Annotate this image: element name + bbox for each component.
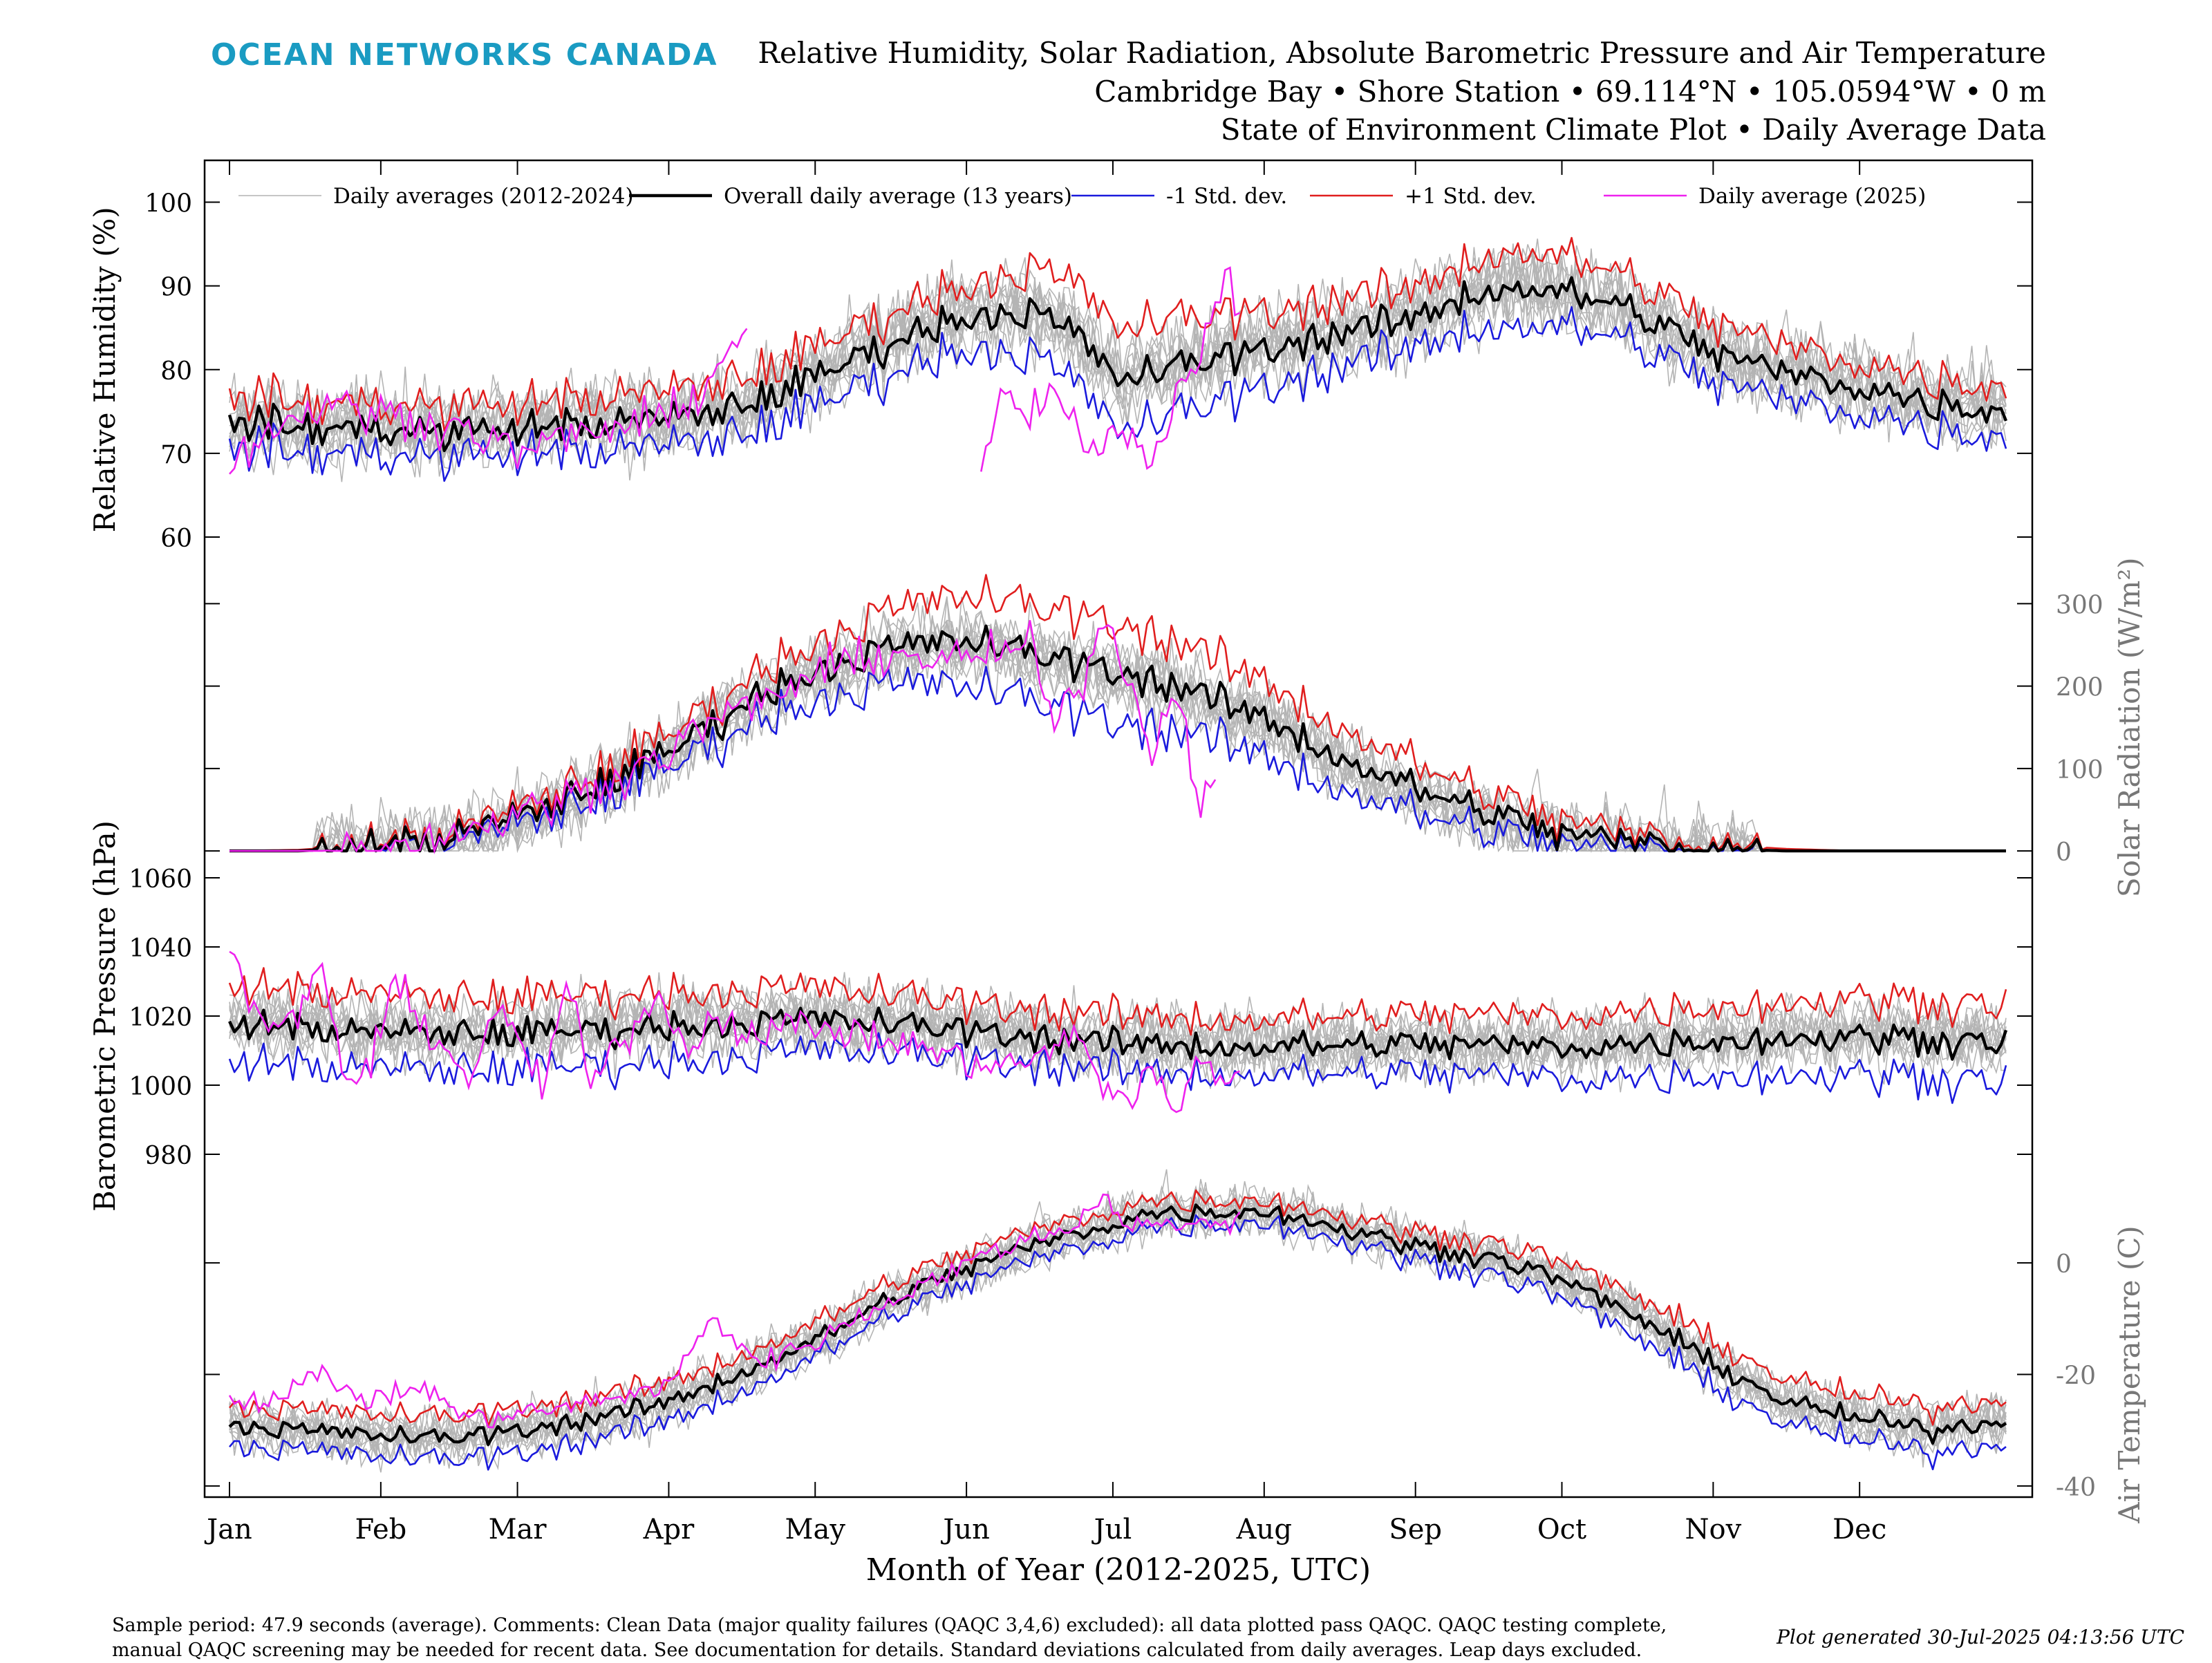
y-tick-label-humidity: 80	[160, 357, 192, 386]
chart-subtitle-location: Cambridge Bay • Shore Station • 69.114°N…	[1094, 75, 2046, 109]
series-line-plus-sd-humidity	[228, 236, 2007, 432]
series-line-yearly-temperature	[229, 1194, 2007, 1468]
y-tick-label-solar: 100	[2056, 756, 2103, 784]
y-tick-label-solar: 0	[2056, 838, 2072, 867]
y-tick-label-solar: 200	[2056, 674, 2103, 702]
series-line-mean-solar	[229, 624, 2006, 853]
y-axis-label-humidity: Relative Humidity (%)	[88, 207, 122, 532]
series-line-minus-sd-temperature	[229, 1214, 2007, 1471]
series-line-yearly-solar	[229, 596, 2006, 853]
series-line-yearly-pressure	[229, 988, 2007, 1078]
x-tick-label: Feb	[355, 1514, 406, 1545]
x-tick-label: Aug	[1236, 1514, 1292, 1545]
x-tick-label: Mar	[489, 1514, 547, 1545]
legend-label-plus_sd: +1 Std. dev.	[1405, 184, 1537, 209]
y-tick-label-humidity: 90	[160, 274, 192, 302]
series-line-plus-sd-pressure	[228, 967, 2007, 1036]
legend-label-mean: Overall daily average (13 years)	[724, 184, 1072, 209]
x-tick-label: Nov	[1685, 1514, 1742, 1545]
y-axis-label-pressure: Barometric Pressure (hPa)	[88, 820, 122, 1212]
y-tick-label-solar: 300	[2056, 591, 2103, 619]
y-tick-label-humidity: 60	[160, 525, 192, 553]
y-axis-label-temperature: Air Temperature (C)	[2112, 1225, 2146, 1524]
panel-humidity	[227, 236, 2008, 482]
footer-comments: Sample period: 47.9 seconds (average). C…	[112, 1615, 1667, 1661]
y-tick-label-temperature: 0	[2056, 1250, 2072, 1279]
series-line-yearly-humidity	[229, 252, 2007, 473]
panel-temperature	[228, 1169, 2007, 1473]
series-line-current-pressure	[229, 950, 1240, 1114]
y-tick-label-pressure: 1040	[129, 934, 192, 963]
series-line-yearly-solar	[229, 596, 2006, 852]
series-line-yearly-humidity	[229, 256, 2007, 482]
y-tick-label-pressure: 1060	[129, 865, 192, 894]
series-line-yearly-solar	[229, 596, 2006, 853]
series-line-yearly-pressure	[229, 987, 2007, 1086]
legend-label-minus_sd: -1 Std. dev.	[1166, 184, 1287, 209]
brand-logo-text: OCEAN NETWORKS CANADA	[211, 37, 718, 73]
y-tick-label-humidity: 100	[144, 190, 192, 218]
series-line-yearly-humidity	[229, 256, 2007, 481]
y-tick-label-pressure: 1020	[129, 1004, 192, 1032]
series-line-current-temperature	[228, 1193, 1241, 1429]
chart-title: Relative Humidity, Solar Radiation, Abso…	[758, 36, 2046, 70]
x-tick-label: Sep	[1389, 1514, 1442, 1545]
x-tick-label: Jan	[204, 1514, 252, 1545]
y-tick-label-temperature: -40	[2056, 1474, 2096, 1502]
x-tick-label: May	[785, 1514, 846, 1545]
x-tick-label: Oct	[1537, 1514, 1586, 1545]
y-axis-label-solar: Solar Radiation (W/m²)	[2112, 557, 2146, 897]
x-axis-label: Month of Year (2012-2025, UTC)	[866, 1552, 1371, 1588]
x-tick-label: Jun	[940, 1514, 990, 1545]
plot-frame	[203, 159, 2034, 1498]
x-tick-label: Dec	[1833, 1514, 1886, 1545]
series-line-yearly-humidity	[229, 256, 2007, 474]
panel-solar	[229, 574, 2006, 855]
series-line-plus-sd-solar	[229, 574, 2006, 852]
series-line-minus-sd-pressure	[228, 1032, 2007, 1105]
series-line-mean-humidity	[227, 276, 2008, 453]
x-tick-label: Apr	[643, 1514, 695, 1545]
y-tick-label-temperature: -20	[2056, 1362, 2096, 1391]
series-line-mean-temperature	[228, 1203, 2007, 1447]
series-line-current-solar	[229, 620, 1217, 855]
y-tick-label-humidity: 70	[160, 441, 192, 469]
legend-label-current: Daily average (2025)	[1698, 184, 1926, 209]
y-tick-label-pressure: 980	[144, 1142, 192, 1170]
chart-subtitle-type: State of Environment Climate Plot • Dail…	[1220, 113, 2046, 147]
legend-label-yearly: Daily averages (2012-2024)	[333, 184, 634, 209]
series-line-mean-pressure	[228, 1006, 2008, 1061]
x-tick-label: Jul	[1091, 1514, 1132, 1545]
series-line-current-humidity	[980, 266, 1241, 472]
plot-generated-timestamp: Plot generated 30-Jul-2025 04:13:56 UTC	[1777, 1626, 2184, 1648]
y-tick-label-pressure: 1000	[129, 1073, 192, 1101]
panel-pressure	[228, 950, 2008, 1114]
series-line-yearly-temperature	[229, 1183, 2007, 1459]
series-line-plus-sd-temperature	[228, 1189, 2007, 1427]
series-line-current-humidity	[229, 328, 748, 475]
series-line-minus-sd-humidity	[228, 306, 2007, 482]
